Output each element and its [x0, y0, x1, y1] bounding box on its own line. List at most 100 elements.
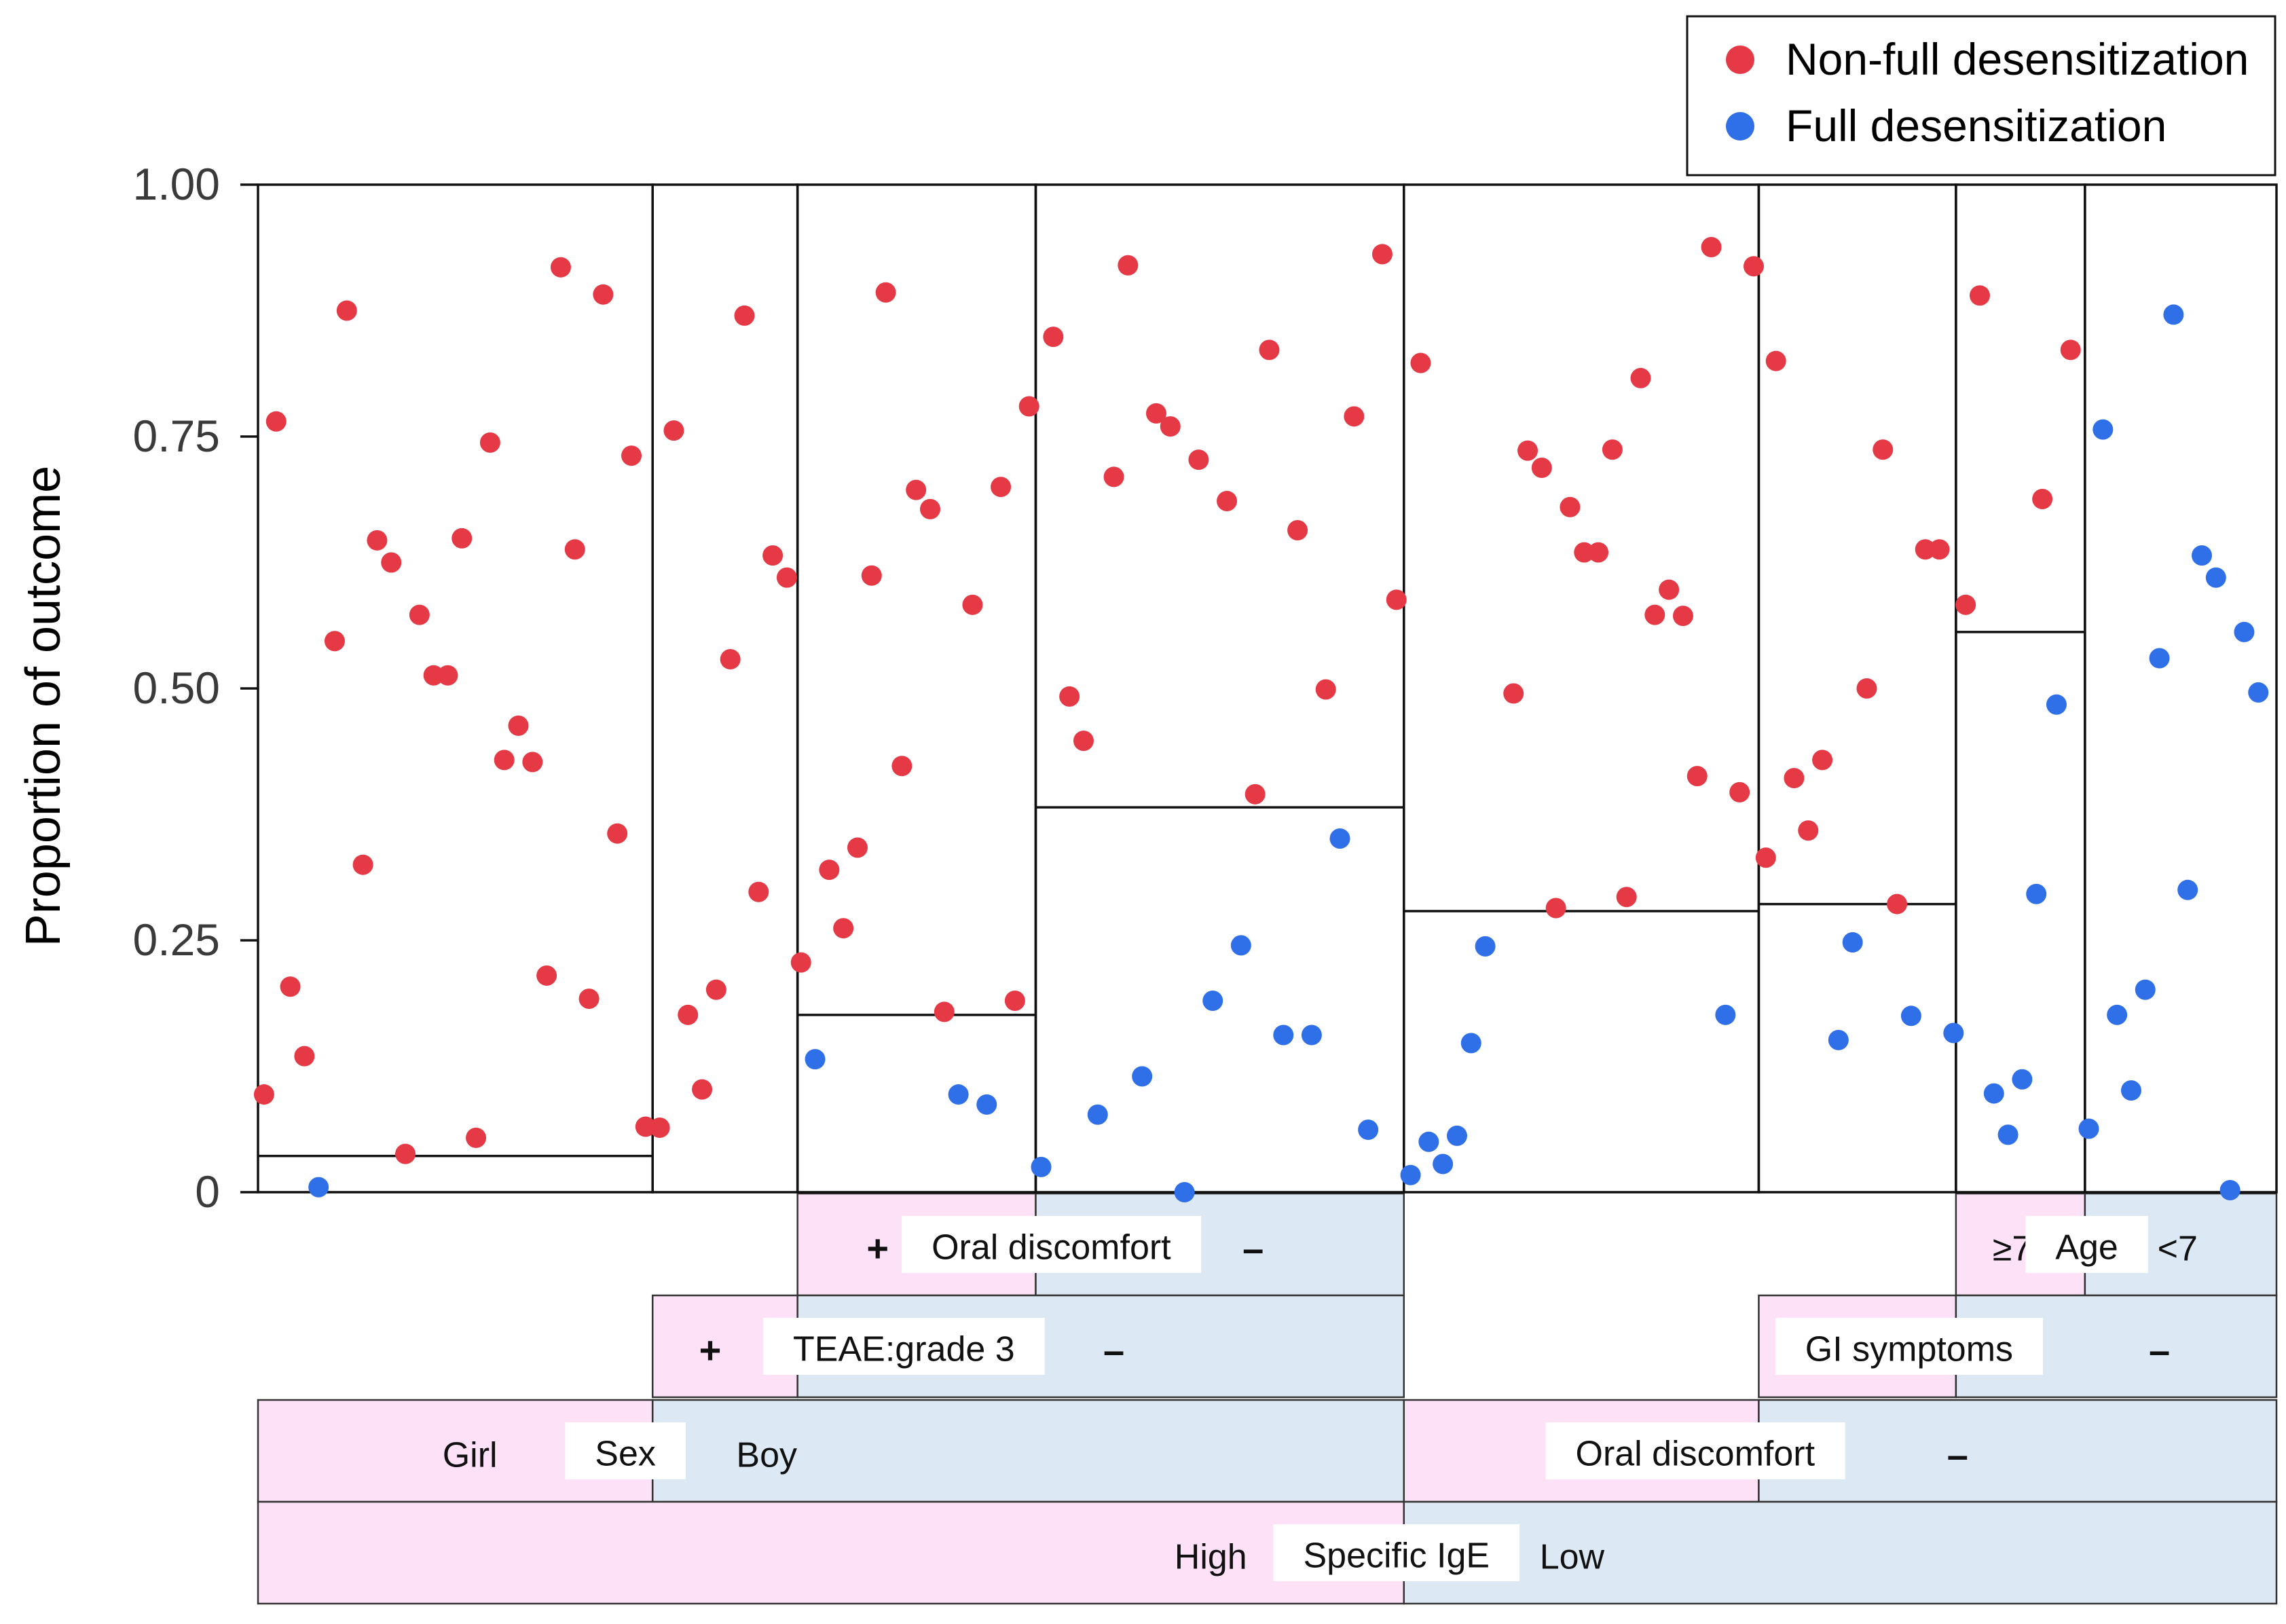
nonfull-point: [451, 528, 473, 549]
full-point: [2205, 567, 2226, 588]
nonfull-point: [1103, 466, 1124, 487]
nonfull-point: [705, 979, 726, 1000]
nonfull-point: [1574, 542, 1595, 563]
nonfull-point: [1686, 766, 1708, 787]
band-label: Specific IgE: [1273, 1524, 1520, 1581]
nonfull-point: [522, 752, 543, 773]
full-point: [1202, 991, 1223, 1012]
nonfull-point: [1701, 237, 1722, 258]
band-label-box: [1273, 1524, 1520, 1581]
full-point: [1997, 1124, 2018, 1145]
nonfull-point: [906, 479, 927, 500]
y-tick-label: 1.00: [133, 159, 220, 209]
full-point: [2234, 621, 2255, 642]
nonfull-point: [776, 567, 797, 588]
nonfull-point: [479, 432, 500, 453]
full-point: [1983, 1083, 2004, 1104]
y-axis: Proportion of outcome 0 0.25 0.50 0.75 1.00: [16, 159, 258, 1217]
nonfull-point: [1410, 352, 1431, 373]
full-point: [2107, 1004, 2128, 1025]
nonfull-point: [790, 952, 811, 973]
full-point: [1446, 1125, 1467, 1146]
legend-box: [1686, 15, 2276, 177]
full-point: [948, 1084, 969, 1105]
nonfull-point: [861, 565, 882, 586]
nonfull-point: [833, 918, 854, 939]
nonfull-point: [352, 854, 373, 875]
nonfull-point: [762, 545, 783, 566]
nonfull-point: [1856, 678, 1877, 699]
nonfull-point: [409, 604, 430, 625]
band-sign: –: [1947, 1433, 1968, 1476]
full-point: [2046, 694, 2067, 715]
nonfull-point: [991, 477, 1012, 498]
band-label-box: [2025, 1216, 2148, 1273]
nonfull-point: [265, 411, 287, 432]
nonfull-point: [1672, 606, 1693, 627]
nonfull-point: [1059, 686, 1080, 707]
nonfull-point: [395, 1143, 416, 1164]
nonfull-point: [920, 498, 941, 519]
nonfull-point: [1729, 781, 1750, 802]
full-point: [1230, 935, 1251, 956]
full-point: [2219, 1180, 2241, 1201]
band-label: Age: [2025, 1216, 2148, 1273]
nonfull-point: [1644, 604, 1665, 625]
band-label-text: Oral discomfort: [1576, 1435, 1815, 1474]
nonfull-point: [607, 823, 628, 844]
y-tick-label: 0.50: [133, 663, 220, 713]
nonfull-point: [423, 665, 444, 686]
nonfull-point: [1287, 520, 1308, 541]
group-cell: [1403, 183, 1760, 1194]
full-point: [2026, 883, 2047, 904]
nonfull-point: [1517, 440, 1538, 461]
group-cell: [651, 183, 799, 1194]
nonfull-point: [720, 648, 741, 669]
nonfull-point: [1659, 579, 1680, 600]
nonfull-point: [734, 305, 755, 326]
band-segment: [1403, 1500, 2278, 1605]
band-label-text: GI symptoms: [1805, 1330, 2013, 1369]
nonfull-point: [367, 530, 388, 551]
full-point: [1358, 1119, 1379, 1140]
band-label: Oral discomfort: [1545, 1422, 1845, 1479]
full-point: [1301, 1025, 1322, 1046]
full-point: [1842, 931, 1863, 953]
full-point: [2248, 682, 2269, 703]
full-point: [2177, 879, 2198, 900]
nonfull-point: [748, 881, 769, 902]
full-point: [1828, 1029, 1849, 1050]
legend-label: Full desensitization: [1786, 100, 2167, 151]
legend-marker: [1726, 112, 1754, 141]
nonfull-point: [381, 552, 402, 573]
band-sign: +: [866, 1227, 889, 1270]
nonfull-point: [1018, 396, 1039, 417]
band-sign: +: [699, 1329, 722, 1371]
nonfull-point: [1217, 490, 1238, 511]
full-point: [2135, 979, 2156, 1000]
nonfull-point: [1531, 458, 1552, 479]
nonfull-point: [437, 665, 458, 686]
nonfull-point: [1386, 589, 1407, 610]
full-point: [2012, 1069, 2033, 1090]
legend-marker: [1726, 45, 1754, 74]
nonfull-point: [1630, 367, 1651, 388]
nonfull-point: [962, 594, 983, 615]
band-label-text: Specific IgE: [1303, 1536, 1490, 1576]
full-point: [2163, 304, 2184, 325]
full-point: [1460, 1033, 1481, 1054]
nonfull-point: [1259, 339, 1280, 361]
band-label-box: [1545, 1422, 1845, 1479]
group-cell: [1955, 183, 2086, 1194]
band-label-box: [763, 1318, 1045, 1375]
band-level-label: High: [1175, 1538, 1247, 1577]
nonfull-point: [1545, 898, 1566, 919]
nonfull-point: [578, 989, 600, 1010]
full-point: [2078, 1118, 2099, 1139]
band-segment: [257, 1500, 1405, 1605]
nonfull-point: [891, 756, 912, 777]
band-label-box: [565, 1422, 686, 1479]
nonfull-point: [294, 1046, 315, 1067]
band-sign: –: [2149, 1329, 2170, 1371]
